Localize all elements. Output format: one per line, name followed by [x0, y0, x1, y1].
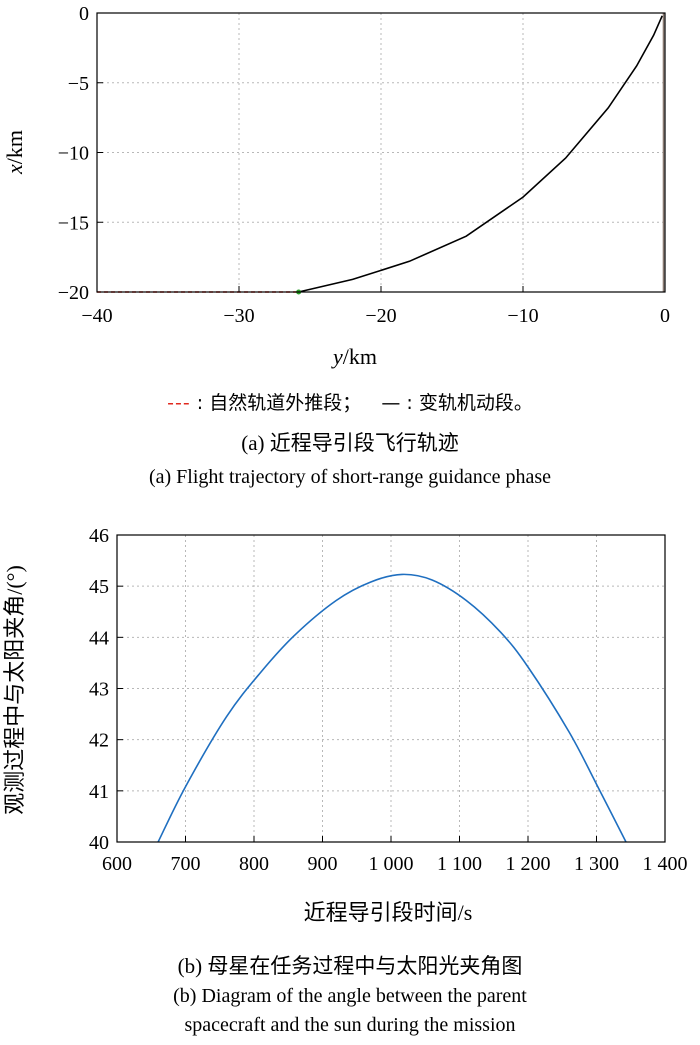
sun-angle-x-tick-label: 1 200 [506, 853, 551, 875]
legend-colon-1: : [196, 392, 210, 414]
caption-b-english-line2: spacecraft and the sun during the missio… [184, 1014, 516, 1036]
trajectory-y-tick-label: −15 [58, 212, 89, 234]
sun-angle-chart: 600 700 800 900 1 000 1 100 1 200 1 300 1 400 46 4… [2, 525, 688, 925]
sun-angle-x-tick-label: 600 [102, 853, 132, 875]
sun-angle-x-tick-label: 1 000 [369, 853, 414, 875]
trajectory-y-axis-label: x/km [2, 130, 27, 175]
sun-angle-x-tick-label: 900 [308, 853, 338, 875]
sun-angle-x-tick-label: 1 300 [574, 853, 619, 875]
maneuver-series-line [298, 15, 663, 293]
sun-angle-x-tick-label: 800 [239, 853, 269, 875]
trajectory-y-tick-label: −20 [58, 282, 89, 304]
trajectory-x-tick-label: −20 [365, 305, 396, 327]
sun-angle-y-tick-label: 43 [89, 679, 109, 701]
caption-a-english: (a) Flight trajectory of short-range gui… [148, 466, 552, 488]
sun-angle-grid [117, 535, 665, 842]
sun-angle-x-tick-label: 1 100 [437, 853, 482, 875]
legend-maneuver-label: 变轨机动段。 [418, 392, 533, 414]
trajectory-x-tick-label: −10 [507, 305, 538, 327]
trajectory-y-tick-label: 0 [79, 3, 89, 25]
caption-b-chinese: (b) 母星在任务过程中与太阳光夹角图 [177, 954, 523, 978]
sun-angle-y-axis-label: 观测过程中与太阳夹角/(°) [2, 565, 27, 815]
sun-angle-x-tick-label: 700 [171, 853, 201, 875]
trajectory-x-tick-label: −40 [81, 305, 112, 327]
trajectory-x-axis-unit: /km [343, 344, 377, 369]
trajectory-series [97, 13, 665, 295]
sun-angle-series-line [157, 573, 627, 843]
sun-angle-ticks: 600 700 800 900 1 000 1 100 1 200 1 300 1 400 46 4… [89, 525, 688, 875]
sun-angle-y-tick-label: 41 [89, 781, 109, 803]
trajectory-y-axis-unit: /km [2, 130, 27, 164]
caption-a-chinese: (a) 近程导引段飞行轨迹 [241, 431, 459, 455]
sun-angle-y-tick-label: 46 [89, 525, 109, 547]
trajectory-ticks: −40 −30 −20 −10 0 0 −5 −10 −15 −20 [58, 3, 670, 327]
sun-angle-series [157, 573, 627, 843]
trajectory-y-tick-label: −10 [58, 143, 89, 165]
trajectory-x-tick-label: 0 [660, 305, 670, 327]
sun-angle-x-tick-label: 1 400 [643, 853, 688, 875]
trajectory-grid [97, 13, 665, 292]
caption-b-english-line1: (b) Diagram of the angle between the par… [173, 985, 527, 1007]
trajectory-x-tick-label: −30 [223, 305, 254, 327]
trajectory-y-axis-var: x [2, 164, 27, 175]
sun-angle-x-axis-label: 近程导引段时间/s [304, 900, 473, 925]
legend-colon-2: : [406, 392, 419, 414]
trajectory-chart: −40 −30 −20 −10 0 0 −5 −10 −15 −20 y/km x/km [2, 3, 670, 369]
trajectory-x-axis-label: y/km [331, 344, 377, 369]
legend-extrapolation-label: 自然轨道外推段； [209, 392, 362, 414]
trajectory-legend: --- : 自然轨道外推段； — : 变轨机动段。 [0, 388, 700, 415]
trajectory-x-axis-var: y [331, 344, 343, 369]
sun-angle-y-tick-label: 44 [89, 627, 109, 649]
legend-solid-black-symbol: — [381, 392, 401, 414]
sun-angle-y-tick-label: 45 [89, 576, 109, 598]
trajectory-y-tick-label: −5 [68, 73, 89, 95]
sun-angle-y-tick-label: 40 [89, 832, 109, 854]
legend-dashed-red-symbol: --- [167, 392, 191, 414]
sun-angle-y-tick-label: 42 [89, 730, 109, 752]
